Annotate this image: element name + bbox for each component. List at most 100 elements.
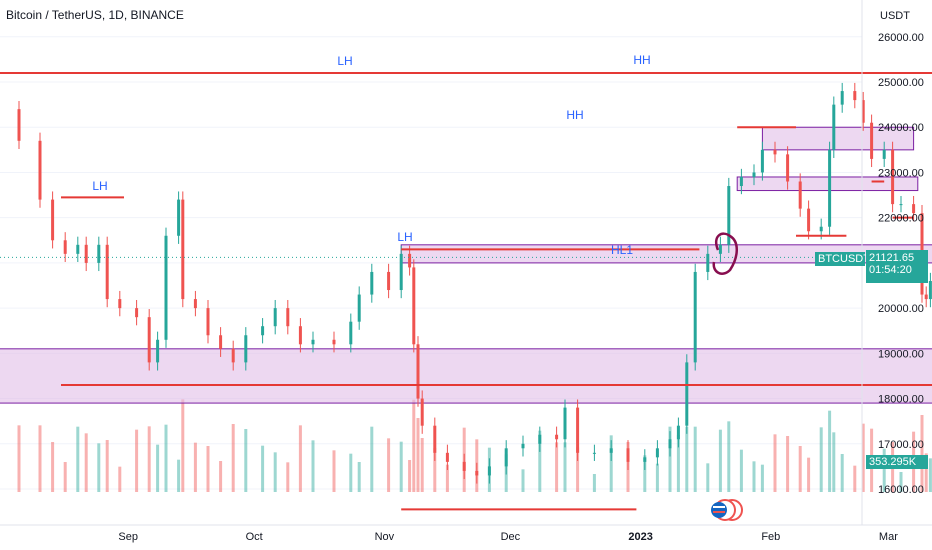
volume-bar	[298, 425, 302, 492]
candle-body	[408, 253, 412, 268]
volume-bar	[231, 424, 235, 492]
volume-bar	[592, 474, 596, 492]
candle-body	[261, 326, 265, 336]
volume-bar	[135, 429, 139, 492]
candle-body	[685, 362, 689, 426]
candle-body	[193, 299, 197, 309]
annotation-label: HL1	[611, 243, 633, 257]
volume-bar	[311, 440, 315, 492]
candle-body	[828, 149, 832, 227]
volume-bar	[412, 399, 416, 492]
candle-body	[332, 339, 336, 345]
volume-bar	[576, 447, 580, 492]
volume-bar	[273, 452, 277, 492]
volume-bar	[156, 444, 160, 492]
candle-body	[76, 244, 80, 254]
candle-body	[643, 457, 647, 462]
annotation-label: HH	[566, 108, 583, 122]
volume-bar	[853, 465, 857, 492]
volume-bar	[206, 446, 210, 492]
flag-icon	[711, 499, 743, 521]
volume-bar	[718, 429, 722, 492]
candle-body	[357, 294, 361, 322]
candle-body	[206, 308, 210, 336]
volume-bar	[387, 438, 391, 492]
candle-body	[676, 425, 680, 440]
candle-body	[349, 321, 353, 345]
volume-bar	[773, 434, 777, 492]
candle-body	[924, 294, 928, 300]
candle-body	[563, 407, 567, 440]
candle-body	[655, 448, 659, 458]
candle-body	[798, 181, 802, 209]
candle-body	[861, 100, 865, 123]
volume-bar	[920, 415, 924, 492]
volume-bar	[685, 426, 689, 492]
candle-body	[156, 339, 160, 363]
volume-bar	[349, 453, 353, 492]
candle-body	[177, 199, 181, 236]
candle-body	[399, 253, 403, 291]
volume-bar	[706, 463, 710, 492]
volume-bar	[928, 458, 932, 492]
candle-body	[311, 339, 315, 345]
symbol-badge: BTCUSDT	[815, 252, 870, 266]
candle-body	[693, 271, 697, 363]
zone-box	[736, 176, 919, 192]
annotation-label: LH	[92, 179, 107, 193]
candle-body	[445, 452, 449, 462]
volume-bar	[118, 466, 122, 492]
candle-body	[244, 335, 248, 363]
annotation-label: LH	[337, 54, 352, 68]
candle-body	[370, 271, 374, 295]
candle-body	[420, 398, 424, 426]
candle-body	[84, 244, 88, 263]
candle-body	[807, 208, 811, 232]
volume-bar	[193, 442, 197, 492]
volume-bar	[286, 462, 290, 492]
volume-bar	[828, 410, 832, 492]
candle-body	[231, 348, 235, 363]
candle-body	[17, 109, 21, 141]
volume-bar	[861, 423, 865, 492]
flag-circle	[711, 502, 727, 518]
zone-box	[0, 348, 932, 404]
annotation-label: LH	[397, 230, 412, 244]
volume-bar	[408, 460, 412, 492]
volume-bar	[51, 442, 55, 492]
candle-body	[538, 434, 542, 444]
candle-body	[416, 344, 420, 399]
volume-bar	[177, 459, 181, 492]
time-tick-label: Feb	[761, 531, 780, 543]
candle-body	[891, 149, 895, 205]
candle-body	[882, 149, 886, 159]
volume-bar	[17, 425, 21, 492]
volume-bar	[538, 430, 542, 492]
volume-bar	[739, 449, 743, 492]
candle-body	[727, 186, 731, 245]
volume-bar	[38, 425, 42, 492]
time-tick-label: Sep	[118, 531, 138, 543]
volume-bar	[244, 429, 248, 492]
chart-title: Bitcoin / TetherUS, 1D, BINANCE	[6, 8, 184, 22]
volume-bar	[752, 461, 756, 492]
candle-body	[286, 308, 290, 327]
volume-bar	[609, 435, 613, 492]
volume-bar	[798, 446, 802, 492]
volume-bar	[727, 421, 731, 492]
price-axis-unit: USDT	[880, 10, 910, 22]
volume-bar	[399, 441, 403, 492]
candle-body	[147, 317, 151, 363]
candle-body	[718, 244, 722, 254]
candle-body	[832, 104, 836, 150]
candle-body	[63, 240, 67, 254]
volume-bar	[433, 448, 437, 492]
volume-bar	[332, 450, 336, 492]
volume-bar	[164, 424, 168, 492]
candle-body	[853, 91, 857, 101]
volume-bar	[445, 464, 449, 492]
volume-badge: 353.295K	[866, 455, 928, 469]
candle-body	[475, 470, 479, 476]
flag-stripe	[713, 506, 725, 508]
